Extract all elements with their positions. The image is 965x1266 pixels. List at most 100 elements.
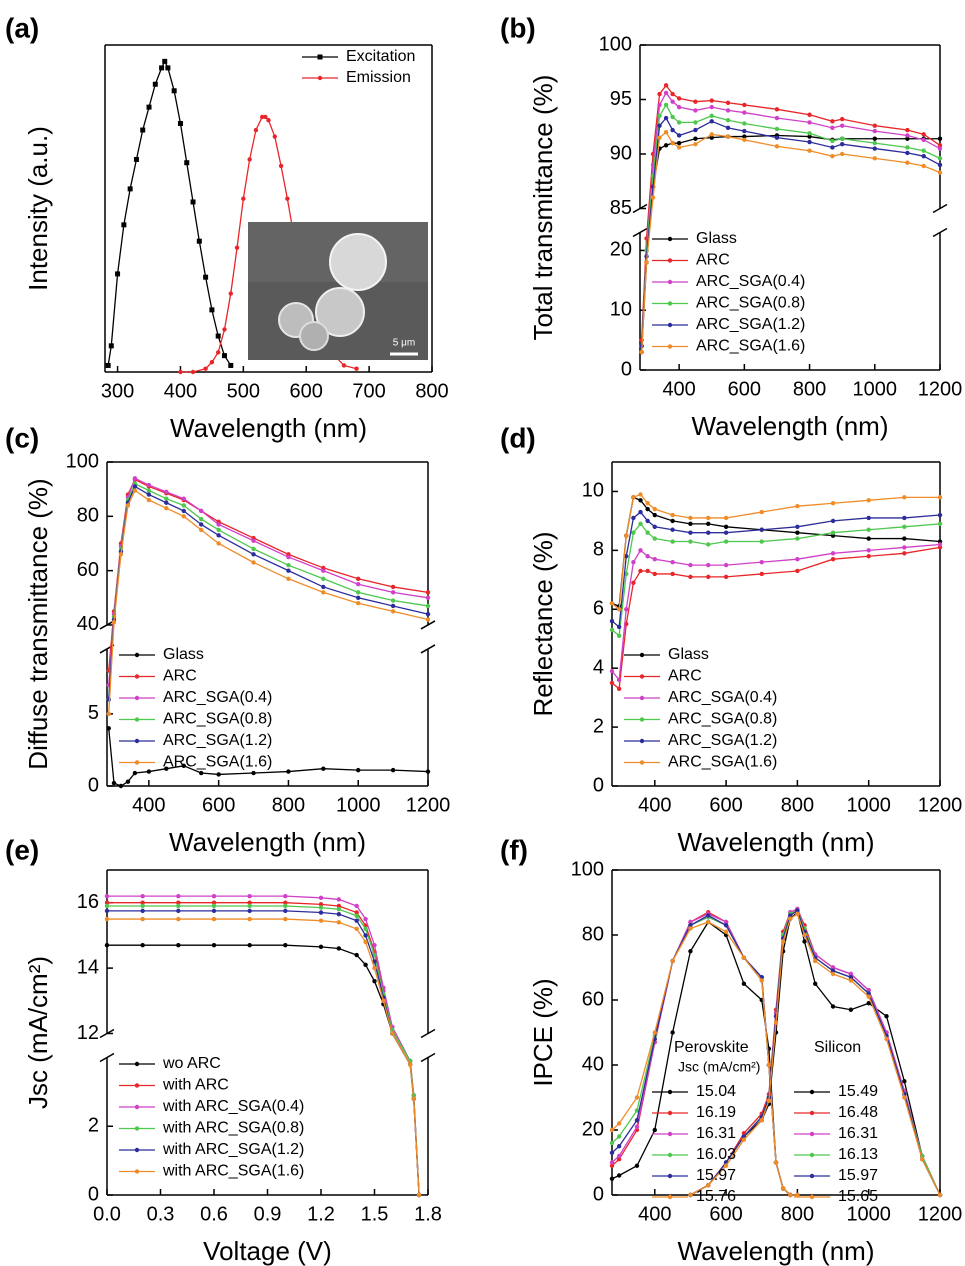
marker	[106, 711, 111, 717]
marker	[631, 559, 636, 565]
y-tick-label: 100	[66, 450, 99, 472]
y-tick-label: 100	[599, 33, 632, 55]
marker	[111, 780, 117, 786]
marker	[742, 102, 747, 108]
marker	[795, 1192, 800, 1198]
y-tick-label: 60	[77, 559, 99, 581]
legend-label: ARC_SGA(0.8)	[696, 295, 805, 312]
marker	[670, 958, 675, 964]
marker	[181, 508, 186, 514]
marker	[152, 81, 158, 87]
marker	[247, 903, 252, 909]
marker	[356, 590, 361, 595]
marker	[809, 1173, 815, 1179]
x-axis-title: Wavelength (nm)	[170, 413, 367, 443]
series-line	[108, 489, 429, 714]
marker	[639, 717, 645, 722]
marker	[645, 530, 650, 535]
marker	[616, 1153, 622, 1159]
marker	[670, 512, 675, 518]
marker	[321, 766, 326, 771]
marker	[171, 88, 177, 94]
marker	[709, 98, 714, 103]
marker	[372, 943, 377, 948]
marker	[902, 524, 907, 529]
marker	[902, 515, 907, 521]
axis-break	[420, 1028, 436, 1039]
marker	[741, 1137, 747, 1142]
marker	[165, 65, 171, 71]
marker	[211, 900, 217, 905]
marker	[830, 518, 836, 524]
marker	[759, 527, 764, 532]
marker	[645, 518, 650, 524]
marker	[104, 916, 110, 922]
marker	[425, 603, 431, 609]
marker	[809, 1194, 815, 1200]
y-axis-title: Intensity (a.u.)	[23, 126, 53, 291]
marker	[390, 1031, 395, 1036]
legend-entry: 16.31	[652, 1125, 736, 1142]
marker	[795, 557, 800, 562]
marker	[278, 163, 284, 169]
series-line	[108, 485, 429, 700]
marker	[937, 1192, 943, 1198]
legend-title: Perovskite	[674, 1039, 749, 1056]
marker	[616, 1134, 622, 1139]
marker	[181, 503, 186, 508]
marker	[866, 498, 871, 503]
marker	[809, 1131, 815, 1137]
marker	[609, 1127, 615, 1133]
marker	[905, 133, 910, 138]
marker	[670, 99, 675, 104]
marker	[667, 258, 673, 263]
legend-label: 16.31	[838, 1125, 878, 1142]
x-tick-label: 1.8	[414, 1203, 442, 1225]
y-tick-label: 100	[571, 858, 604, 880]
marker	[216, 533, 221, 538]
marker	[670, 559, 675, 565]
marker	[184, 160, 190, 166]
marker	[425, 590, 431, 595]
marker	[216, 541, 221, 546]
marker	[866, 527, 871, 532]
marker	[667, 279, 673, 285]
marker	[723, 919, 729, 925]
marker	[222, 327, 227, 332]
marker	[140, 916, 145, 922]
marker	[725, 118, 731, 123]
marker	[176, 908, 181, 914]
legend-entry: with ARC_SGA(1.2)	[119, 1141, 304, 1158]
marker	[140, 908, 145, 914]
y-axis-title: IPCE (%)	[528, 978, 558, 1086]
marker	[830, 968, 836, 973]
marker	[688, 521, 693, 527]
marker	[667, 1110, 673, 1116]
marker	[807, 139, 812, 145]
marker	[921, 148, 926, 153]
marker	[199, 770, 204, 776]
marker	[318, 902, 324, 907]
marker	[902, 1095, 907, 1100]
marker	[741, 981, 747, 986]
legend-label: ARC	[696, 252, 730, 269]
marker	[251, 552, 256, 557]
marker	[134, 1083, 140, 1088]
marker	[759, 571, 764, 577]
marker	[638, 568, 643, 574]
y-tick-label: 60	[582, 988, 604, 1010]
legend-entry: 15.49	[794, 1083, 878, 1100]
marker	[354, 910, 359, 915]
marker	[830, 551, 836, 556]
marker	[802, 932, 807, 938]
marker	[848, 975, 854, 980]
marker	[670, 140, 675, 146]
marker	[356, 767, 361, 773]
marker	[884, 1014, 889, 1019]
marker	[807, 112, 812, 117]
marker	[723, 530, 729, 535]
marker	[321, 576, 326, 581]
marker	[228, 362, 234, 368]
marker	[670, 127, 675, 133]
marker	[866, 994, 871, 999]
